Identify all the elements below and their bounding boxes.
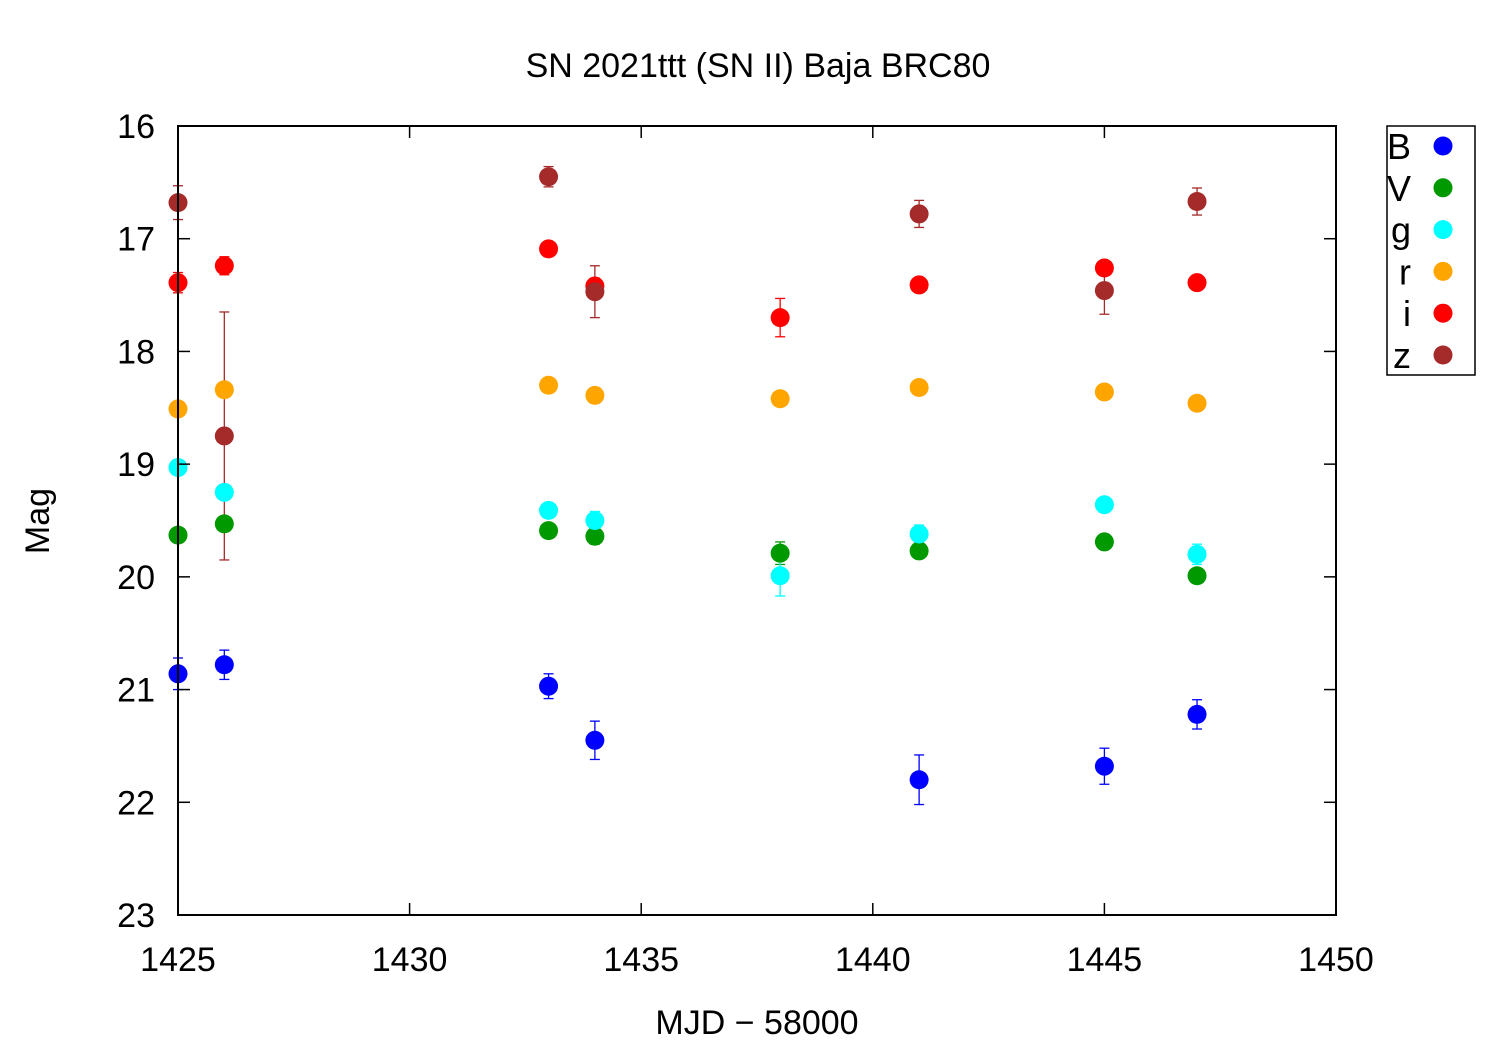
point-g — [539, 500, 559, 520]
legend-label-z: z — [1393, 335, 1411, 376]
point-V — [539, 521, 559, 541]
legend-label-r: r — [1399, 251, 1411, 292]
point-i — [214, 256, 234, 276]
y-tick-label: 19 — [117, 446, 155, 484]
point-r — [909, 377, 929, 397]
point-V — [214, 514, 234, 534]
legend-marker-V — [1433, 178, 1453, 198]
point-B — [1094, 756, 1114, 776]
point-B — [539, 676, 559, 696]
point-z — [214, 426, 234, 446]
point-g — [909, 524, 929, 544]
y-tick-label: 21 — [117, 672, 155, 710]
point-B — [1187, 704, 1207, 724]
point-g — [1094, 495, 1114, 515]
x-axis-label: MJD − 58000 — [655, 1004, 858, 1042]
y-tick-label: 20 — [117, 559, 155, 597]
point-V — [585, 526, 605, 546]
legend-marker-g — [1433, 220, 1453, 240]
point-r — [214, 380, 234, 400]
plot-frame — [177, 125, 1337, 916]
point-i — [1187, 273, 1207, 293]
point-B — [585, 730, 605, 750]
point-z — [1187, 192, 1207, 212]
x-tick-label: 1445 — [1067, 941, 1143, 979]
legend-label-V: V — [1387, 168, 1411, 209]
legend-label-g: g — [1391, 210, 1411, 251]
legend-label-i: i — [1403, 293, 1411, 334]
point-V — [770, 543, 790, 563]
x-tick-label: 1435 — [603, 941, 679, 979]
x-tick-label: 1450 — [1298, 941, 1374, 979]
point-r — [585, 385, 605, 405]
legend-marker-z — [1433, 345, 1453, 365]
point-r — [1187, 393, 1207, 413]
point-g — [1187, 544, 1207, 564]
y-axis-label: Mag — [19, 488, 57, 554]
point-i — [770, 308, 790, 328]
legend-marker-B — [1433, 136, 1453, 156]
point-z — [585, 282, 605, 302]
point-g — [770, 566, 790, 586]
point-B — [909, 770, 929, 790]
y-tick-label: 23 — [117, 897, 155, 935]
point-z — [909, 204, 929, 224]
x-axis: 1425 1430 1435 1440 1445 1450 — [140, 126, 1374, 979]
point-V — [1187, 566, 1207, 586]
y-tick-label: 22 — [117, 784, 155, 822]
point-z — [539, 167, 559, 187]
point-B — [214, 655, 234, 675]
point-r — [770, 389, 790, 409]
point-i — [909, 275, 929, 295]
point-g — [214, 482, 234, 502]
legend-marker-i — [1433, 303, 1453, 323]
point-z — [1094, 281, 1114, 301]
point-i — [1094, 258, 1114, 278]
chart-title: SN 2021ttt (SN II) Baja BRC80 — [526, 47, 991, 85]
point-i — [539, 239, 559, 259]
y-axis: 16 17 18 19 20 21 22 23 — [117, 108, 1336, 935]
point-r — [539, 375, 559, 395]
legend-label-B: B — [1387, 126, 1411, 167]
legend-marker-r — [1433, 261, 1453, 281]
x-tick-label: 1425 — [140, 941, 216, 979]
point-r — [1094, 382, 1114, 402]
point-g — [585, 511, 605, 530]
y-tick-label: 18 — [117, 333, 155, 371]
x-tick-label: 1440 — [835, 941, 911, 979]
legend-box — [1386, 125, 1476, 376]
point-V — [1094, 532, 1114, 552]
point-V — [909, 541, 929, 561]
y-tick-label: 16 — [117, 108, 155, 146]
error-bars — [173, 165, 1203, 806]
x-tick-label: 1430 — [372, 941, 448, 979]
data-points — [168, 167, 1207, 790]
y-tick-label: 17 — [117, 221, 155, 259]
